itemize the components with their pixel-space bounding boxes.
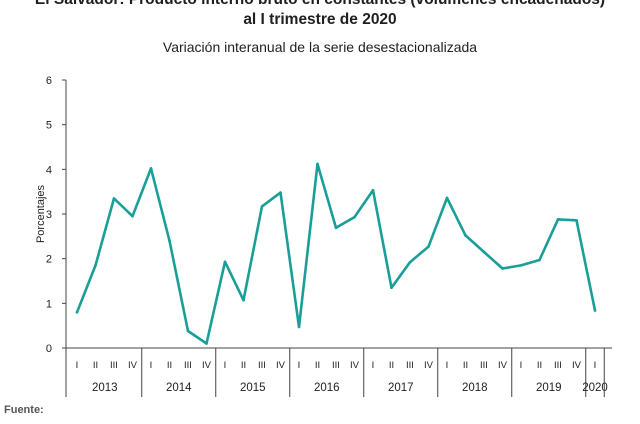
data-point (353, 215, 356, 219)
y-tick-label: 1 (46, 298, 52, 310)
series-group (75, 162, 597, 345)
data-point (94, 264, 97, 267)
data-point (538, 258, 541, 262)
quarter-tick-label: IV (424, 360, 434, 371)
quarter-tick-label: IV (572, 360, 582, 371)
y-axis: 0 1 2 3 4 5 6 (46, 75, 67, 355)
data-point (260, 205, 264, 208)
quarter-tick-label: II (315, 360, 320, 371)
quarter-tick-label: III (184, 360, 192, 371)
quarter-tick-label: I (446, 360, 449, 371)
data-point (427, 245, 430, 248)
chart-subtitle: Variación interanual de la serie desesta… (162, 39, 478, 55)
y-tick-label: 5 (46, 120, 52, 132)
y-axis-label: Porcentajes (35, 184, 47, 243)
data-point (482, 250, 486, 254)
data-point (186, 329, 190, 333)
data-point (168, 239, 171, 243)
year-label: 2019 (536, 382, 562, 394)
y-tick-label: 2 (46, 254, 52, 266)
data-point (408, 260, 412, 264)
quarter-tick-label: I (298, 360, 301, 371)
quarter-tick-label: I (150, 360, 153, 371)
quarter-tick-label: III (110, 360, 118, 371)
quarter-tick-label: III (332, 360, 340, 371)
quarter-tick-label: II (167, 360, 172, 371)
quarter-tick-label: IV (128, 360, 138, 371)
x-axis: I II III IV I II III IV I II III IV I II III IV I II III IV… (65, 347, 612, 397)
chart-title-line1: El Salvador: Producto interno bruto en c… (0, 0, 640, 9)
quarter-tick-label: IV (202, 360, 212, 371)
quarter-tick-label: III (406, 360, 414, 371)
data-point (223, 260, 227, 264)
y-tick-label: 4 (46, 164, 52, 176)
data-point (519, 264, 523, 267)
quarter-tick-label: III (480, 360, 488, 371)
quarter-tick-label: I (372, 360, 375, 371)
quarter-tick-label: I (594, 360, 597, 371)
data-point (445, 196, 449, 200)
quarter-tick-label: III (258, 360, 266, 371)
y-tick-label: 6 (46, 75, 52, 87)
chart-title-line2: al I trimestre de 2020 (243, 11, 397, 28)
data-point (334, 226, 338, 230)
data-point (575, 218, 578, 222)
quarter-tick-label: II (241, 360, 246, 371)
quarter-tick-label: IV (350, 360, 360, 371)
data-point (316, 162, 319, 166)
data-point (464, 234, 467, 237)
year-label: 2018 (462, 382, 488, 394)
data-point (149, 167, 153, 170)
quarter-tick-label: I (224, 360, 227, 371)
quarter-tick-label: II (93, 360, 98, 371)
data-point (112, 197, 116, 200)
data-point (297, 325, 301, 329)
quarter-tick-label: II (463, 360, 468, 371)
year-label: 2016 (314, 382, 340, 394)
quarter-tick-label: IV (498, 360, 508, 371)
source-label: Fuente: (4, 404, 44, 416)
data-point (390, 286, 393, 290)
quarter-tick-label: III (554, 360, 562, 371)
data-point (556, 218, 560, 221)
data-point (371, 189, 375, 192)
data-point (593, 309, 597, 312)
year-label: 2014 (166, 382, 192, 394)
quarter-tick-label: I (520, 360, 523, 371)
data-point (131, 214, 134, 218)
year-label: 2020 (582, 382, 608, 394)
y-tick-label: 3 (46, 209, 52, 221)
data-point (501, 267, 504, 270)
quarter-tick-label: II (389, 360, 394, 371)
data-point (205, 342, 208, 345)
data-point (242, 298, 245, 302)
y-tick-label: 0 (46, 343, 52, 355)
year-label: 2013 (92, 382, 118, 394)
quarter-tick-label: II (537, 360, 542, 371)
year-label: 2017 (388, 382, 414, 394)
series-line (75, 162, 597, 345)
quarter-tick-label: I (76, 360, 79, 371)
data-point (279, 191, 282, 194)
data-point (75, 310, 79, 314)
quarter-tick-label: IV (276, 360, 286, 371)
year-label: 2015 (240, 382, 266, 394)
